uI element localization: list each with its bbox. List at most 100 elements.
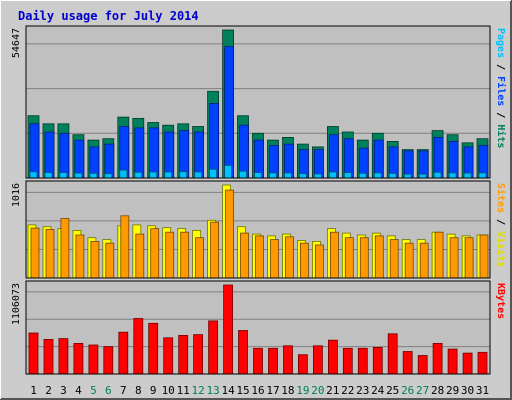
bar-pages-day-6: [104, 173, 113, 179]
bar-sites-day-13: [210, 221, 220, 279]
bar-sites-day-16: [255, 235, 264, 279]
bar-sites-day-18: [285, 236, 294, 279]
x-tick-label-day-14: 14: [221, 384, 235, 397]
bar-kbytes-day-22: [342, 347, 353, 375]
bar-sites-day-5: [90, 240, 100, 279]
x-tick-label-day-25: 25: [386, 384, 399, 397]
x-tick-label-day-20: 20: [311, 384, 324, 397]
bar-sites-day-14: [225, 189, 235, 279]
bar-kbytes-day-12: [193, 334, 204, 375]
x-tick-label-day-17: 17: [266, 384, 279, 397]
bar-sites-day-23: [359, 237, 369, 279]
bar-pages-day-8: [134, 171, 143, 179]
x-tick-label-day-5: 5: [90, 384, 97, 397]
bar-files-day-9: [149, 127, 160, 179]
legend-separator: /: [495, 58, 506, 76]
bar-kbytes-day-23: [357, 347, 368, 375]
bar-sites-day-11: [180, 231, 190, 279]
x-tick-label-day-16: 16: [251, 384, 264, 397]
bar-pages-day-3: [59, 172, 68, 179]
bar-kbytes-day-31: [477, 351, 488, 375]
bar-kbytes-day-30: [462, 352, 473, 375]
bar-pages-day-22: [343, 172, 352, 179]
bar-pages-day-2: [44, 172, 53, 179]
bar-files-day-1: [29, 123, 40, 179]
bar-kbytes-day-29: [447, 348, 458, 375]
panel-mid-legend: Sites / Visits: [495, 183, 507, 267]
bar-pages-day-30: [463, 172, 472, 179]
bar-files-day-24: [373, 139, 384, 179]
x-tick-label-day-31: 31: [476, 384, 489, 397]
bar-kbytes-day-2: [43, 338, 54, 375]
bar-kbytes-day-28: [432, 342, 443, 375]
bar-files-day-8: [134, 127, 145, 179]
bar-kbytes-day-24: [372, 346, 383, 375]
bar-kbytes-day-25: [387, 333, 398, 375]
bar-sites-day-9: [150, 228, 160, 279]
bar-sites-day-6: [105, 242, 115, 279]
bar-pages-day-18: [284, 172, 292, 179]
bar-kbytes-day-1: [28, 332, 39, 375]
bar-sites-day-4: [75, 234, 85, 279]
x-tick-label-day-30: 30: [461, 384, 474, 397]
x-tick-label-day-1: 1: [30, 384, 37, 397]
bar-kbytes-day-6: [103, 346, 114, 375]
bar-kbytes-day-14: [223, 284, 234, 375]
bar-files-day-11: [179, 130, 190, 179]
x-tick-label-day-6: 6: [105, 384, 112, 397]
x-tick-label-day-26: 26: [401, 384, 414, 397]
x-tick-label-day-23: 23: [356, 384, 369, 397]
bar-files-day-12: [194, 131, 205, 179]
x-tick-label-day-10: 10: [162, 384, 175, 397]
bar-kbytes-day-17: [268, 347, 278, 375]
bar-pages-day-24: [373, 172, 382, 179]
bar-kbytes-day-15: [238, 330, 248, 375]
x-tick-label-day-13: 13: [206, 384, 219, 397]
bar-sites-day-28: [434, 231, 444, 279]
bar-files-day-10: [164, 131, 175, 179]
x-tick-label-day-12: 12: [191, 384, 204, 397]
panel-top-legend: Pages / Files / Hits: [495, 28, 507, 148]
panel-top-ymax-label: 54647: [11, 28, 22, 58]
panel-bot-border: [25, 280, 491, 375]
bar-kbytes-day-21: [327, 339, 338, 375]
bar-pages-day-21: [328, 171, 337, 179]
bar-kbytes-day-16: [253, 347, 263, 375]
x-tick-label-day-2: 2: [45, 384, 52, 397]
bar-sites-day-12: [195, 237, 205, 279]
legend-separator: /: [495, 213, 506, 231]
x-tick-label-day-4: 4: [75, 384, 82, 397]
x-tick-label-day-18: 18: [281, 384, 294, 397]
bar-sites-day-7: [120, 215, 130, 279]
bar-pages-day-31: [478, 172, 487, 179]
panel-top-border: [25, 25, 491, 179]
bar-kbytes-day-11: [178, 334, 189, 375]
bar-kbytes-day-20: [312, 345, 323, 375]
bar-sites-day-26: [404, 242, 414, 279]
legend-entry-sites: Sites: [495, 183, 507, 213]
bar-kbytes-day-26: [402, 351, 413, 375]
bar-pages-day-7: [119, 169, 128, 179]
x-tick-label-day-8: 8: [135, 384, 142, 397]
x-tick-label-day-11: 11: [177, 384, 190, 397]
bar-pages-day-5: [89, 172, 98, 179]
bar-pages-day-16: [254, 172, 262, 179]
bar-pages-day-26: [403, 173, 412, 179]
x-tick-label-day-19: 19: [296, 384, 309, 397]
bar-files-day-2: [44, 131, 55, 179]
bar-sites-day-20: [314, 244, 324, 279]
bar-pages-day-1: [29, 171, 38, 179]
x-tick-label-day-28: 28: [431, 384, 444, 397]
bar-sites-day-19: [299, 242, 309, 279]
x-tick-label-day-3: 3: [60, 384, 67, 397]
bar-sites-day-17: [270, 239, 279, 279]
bar-kbytes-day-5: [88, 344, 99, 375]
bar-files-day-4: [74, 139, 85, 179]
bar-pages-day-4: [74, 172, 83, 179]
bar-pages-day-23: [358, 172, 367, 179]
x-tick-label-day-27: 27: [416, 384, 429, 397]
x-tick-label-day-21: 21: [326, 384, 339, 397]
bar-pages-day-10: [164, 171, 173, 179]
